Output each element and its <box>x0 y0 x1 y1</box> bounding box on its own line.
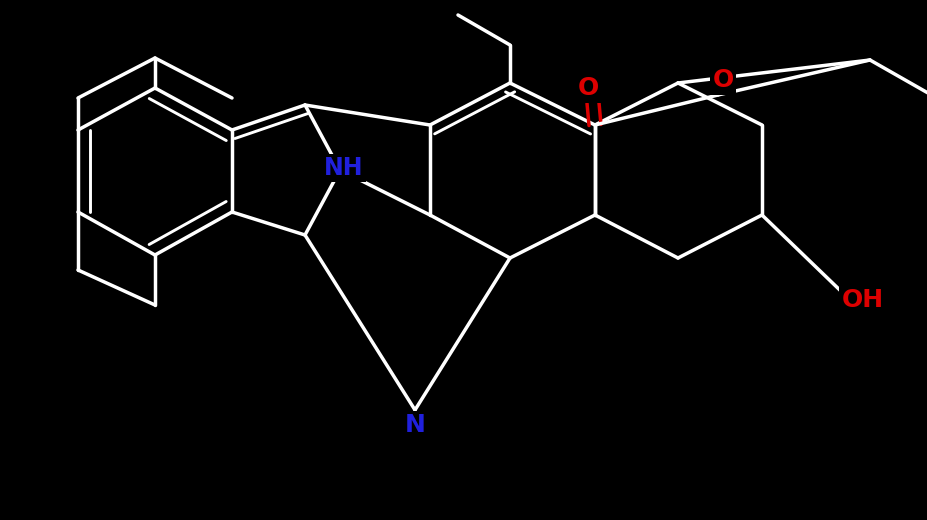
Text: OH: OH <box>841 288 883 312</box>
Text: N: N <box>404 413 425 437</box>
Text: O: O <box>577 76 598 100</box>
Text: NH: NH <box>324 156 363 180</box>
Text: O: O <box>712 68 733 92</box>
